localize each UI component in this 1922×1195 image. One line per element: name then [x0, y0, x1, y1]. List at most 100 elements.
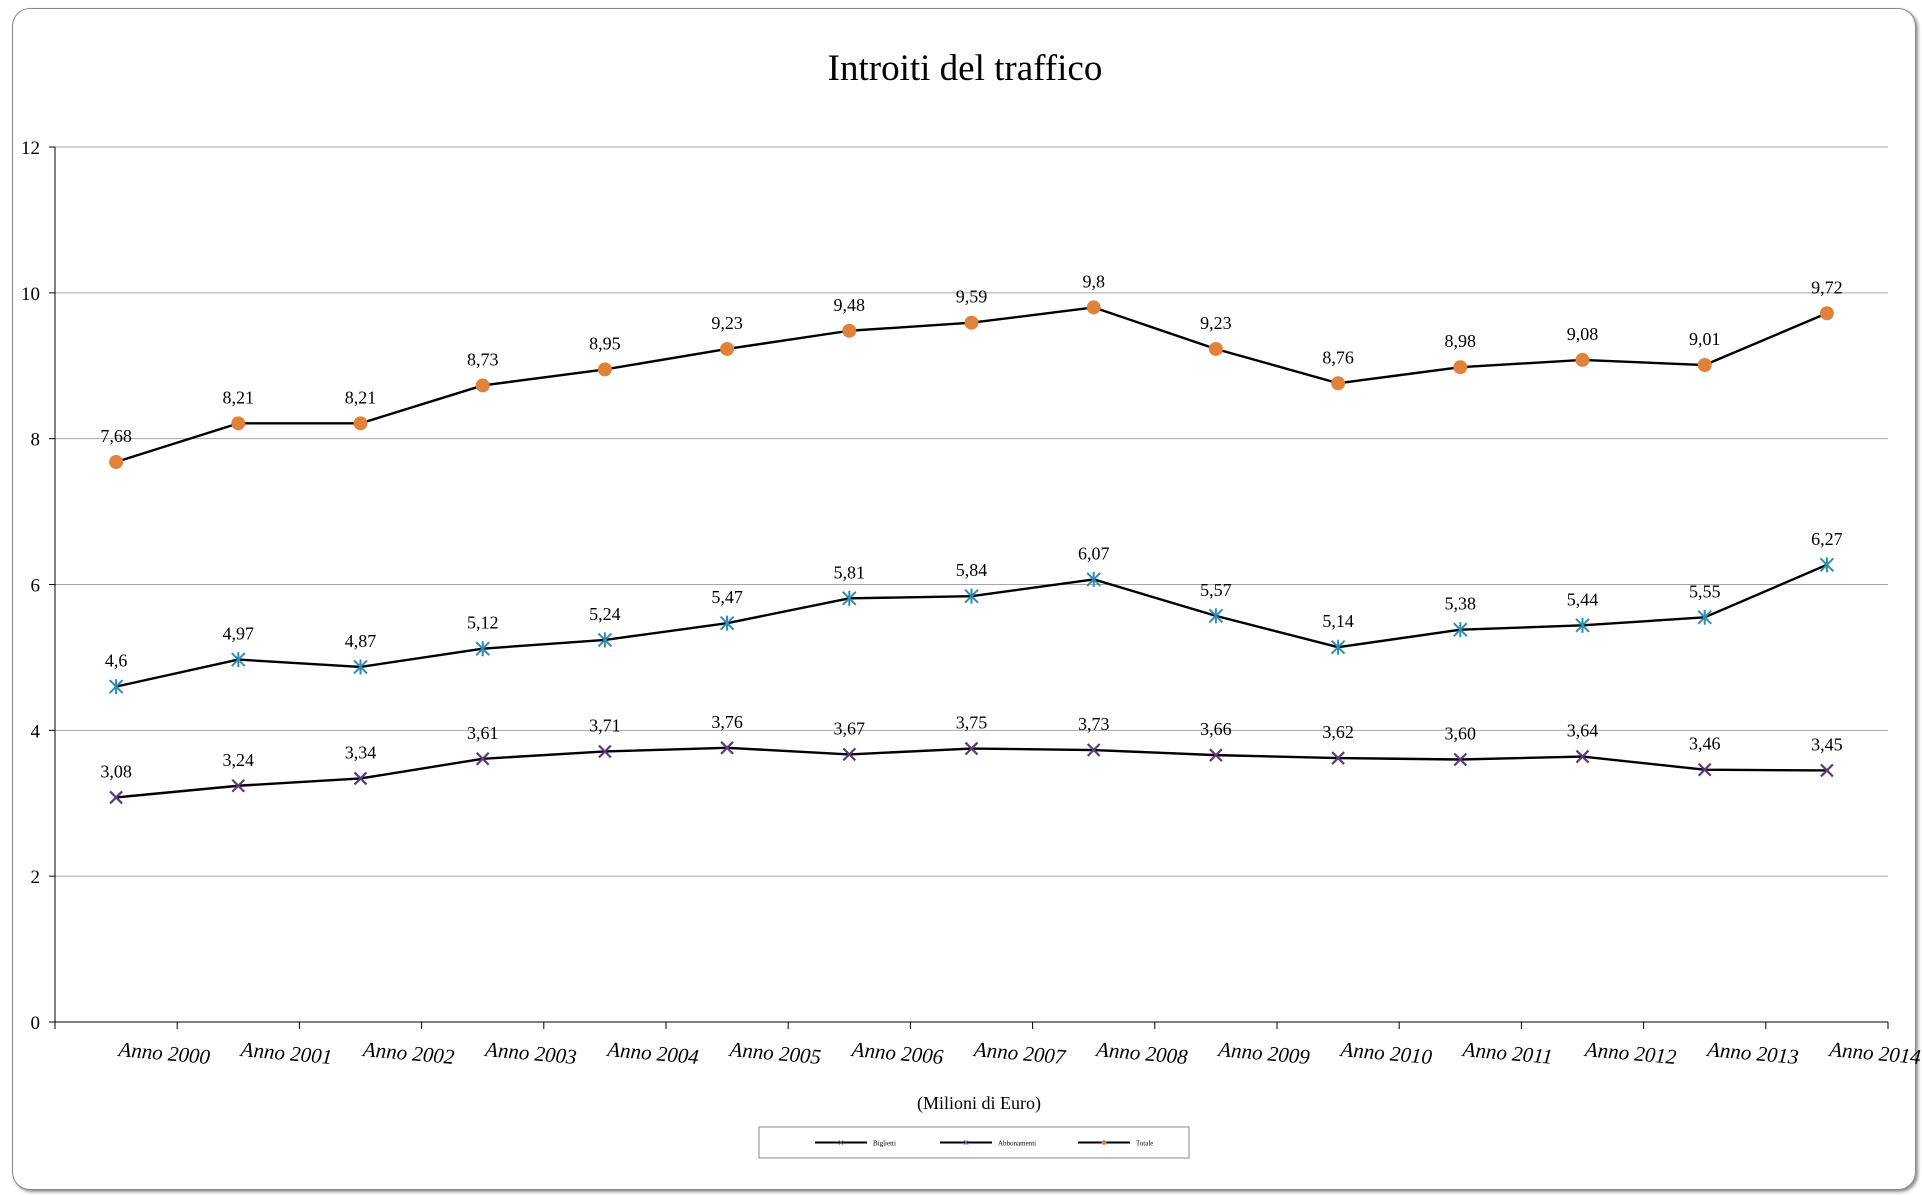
- data-point: [108, 679, 124, 695]
- gridlines: [55, 146, 1888, 877]
- x-tick-label: Anno 2003: [482, 1037, 577, 1069]
- data-label: 7,68: [100, 426, 132, 446]
- data-point: [475, 378, 490, 393]
- data-label: 3,64: [1567, 721, 1599, 741]
- data-label: 3,46: [1689, 734, 1721, 754]
- x-tick-label: Anno 2006: [849, 1037, 945, 1069]
- axes: [49, 146, 1889, 1029]
- data-point: [1819, 557, 1835, 573]
- data-label: 8,21: [345, 387, 377, 407]
- data-point: [1209, 748, 1223, 762]
- x-tick-label: Anno 2013: [1704, 1037, 1799, 1069]
- data-point: [1086, 743, 1101, 757]
- data-point: [964, 315, 979, 330]
- data-label: 9,23: [711, 313, 743, 333]
- data-label: 3,75: [956, 713, 988, 733]
- data-label: 3,45: [1811, 734, 1843, 754]
- x-tick-label: Anno 2001: [238, 1037, 333, 1069]
- x-tick-label: Anno 2005: [727, 1037, 822, 1069]
- data-point: [109, 790, 123, 805]
- data-point: [1086, 300, 1101, 315]
- x-tick-label: Anno 2010: [1338, 1037, 1434, 1069]
- y-tick-label: 0: [31, 1013, 41, 1034]
- legend-marker: [838, 1140, 844, 1145]
- data-label: 5,24: [589, 604, 621, 624]
- x-tick-label: Anno 2004: [604, 1037, 700, 1069]
- data-label: 8,21: [223, 387, 255, 407]
- x-tick-label: Anno 2012: [1582, 1037, 1678, 1069]
- data-point: [720, 341, 735, 356]
- data-label: 3,66: [1200, 719, 1232, 739]
- data-label: 9,8: [1082, 271, 1105, 291]
- x-tick-label: Anno 2008: [1093, 1037, 1189, 1069]
- data-label: 8,76: [1322, 347, 1354, 367]
- data-point: [1331, 751, 1345, 765]
- x-tick-label: Anno 2000: [116, 1037, 212, 1069]
- data-point: [1819, 306, 1834, 321]
- data-label: 6,07: [1078, 543, 1110, 563]
- data-point: [720, 741, 734, 755]
- data-point: [231, 416, 246, 431]
- data-label: 5,84: [956, 560, 988, 580]
- data-label: 4,97: [223, 624, 255, 644]
- data-label: 8,73: [467, 349, 499, 369]
- data-point: [597, 362, 612, 377]
- data-point: [842, 747, 857, 762]
- data-label: 8,98: [1445, 331, 1477, 351]
- data-point: [1453, 752, 1468, 767]
- data-label: 9,48: [834, 295, 866, 315]
- data-point: [1820, 763, 1834, 778]
- y-tick-label: 4: [31, 721, 41, 742]
- x-tick-label: Anno 2014: [1826, 1037, 1922, 1069]
- data-label: 3,62: [1322, 722, 1354, 742]
- data-point: [1331, 376, 1346, 391]
- data-point: [842, 323, 857, 338]
- data-label: 4,87: [345, 631, 377, 651]
- data-point: [1330, 639, 1346, 655]
- series-group: 3,08 3,24 3,34 3,61 3,71 3,76 3,67 3,75 3,73 3,66…: [100, 271, 1843, 805]
- data-label: 3,60: [1445, 724, 1477, 744]
- data-label: 3,76: [711, 712, 743, 732]
- legend-label: Abbonamenti: [998, 1140, 1036, 1148]
- x-tick-label: Anno 2007: [971, 1037, 1068, 1069]
- data-label: 5,44: [1567, 589, 1599, 609]
- data-point: [1086, 571, 1101, 587]
- x-axis-label: (Milioni di Euro): [917, 1093, 1041, 1114]
- x-tick-label: Anno 2011: [1460, 1037, 1554, 1069]
- data-point: [1575, 749, 1590, 764]
- data-label: 5,38: [1445, 594, 1477, 614]
- data-point: [475, 751, 490, 766]
- data-label: 3,71: [589, 715, 621, 735]
- data-label: 3,73: [1078, 714, 1110, 734]
- legend-label: Totale: [1136, 1140, 1153, 1148]
- data-label: 5,55: [1689, 581, 1721, 601]
- chart-frame: [12, 8, 1916, 1190]
- data-label: 9,59: [956, 287, 988, 307]
- data-label: 5,14: [1322, 611, 1354, 631]
- legend-marker: [1101, 1140, 1107, 1145]
- y-tick-label: 10: [21, 284, 40, 305]
- x-tick-label: Anno 2002: [360, 1037, 456, 1069]
- data-label: 6,27: [1811, 529, 1843, 549]
- data-point: [597, 632, 613, 648]
- data-label: 9,08: [1567, 324, 1599, 344]
- data-point: [1208, 608, 1224, 624]
- data-label: 3,08: [100, 761, 132, 781]
- series-line-abbonamenti: [115, 563, 1828, 688]
- x-tick-labels: Anno 2000 Anno 2001 Anno 2002 Anno 2003 Anno…: [116, 1037, 1922, 1069]
- data-point: [353, 659, 368, 675]
- data-label: 5,57: [1200, 580, 1232, 600]
- data-point: [1697, 609, 1712, 625]
- x-tick-label: Anno 2009: [1215, 1037, 1311, 1069]
- legend-marker: [963, 1139, 969, 1146]
- data-label: 5,47: [711, 587, 743, 607]
- data-point: [1208, 341, 1223, 356]
- data-label: 3,67: [834, 718, 866, 738]
- data-label: 8,95: [589, 333, 621, 353]
- data-label: 3,24: [223, 750, 255, 770]
- data-point: [598, 744, 612, 759]
- data-label: 9,72: [1811, 277, 1843, 297]
- data-label: 9,23: [1200, 313, 1232, 333]
- data-label: 9,01: [1689, 329, 1721, 349]
